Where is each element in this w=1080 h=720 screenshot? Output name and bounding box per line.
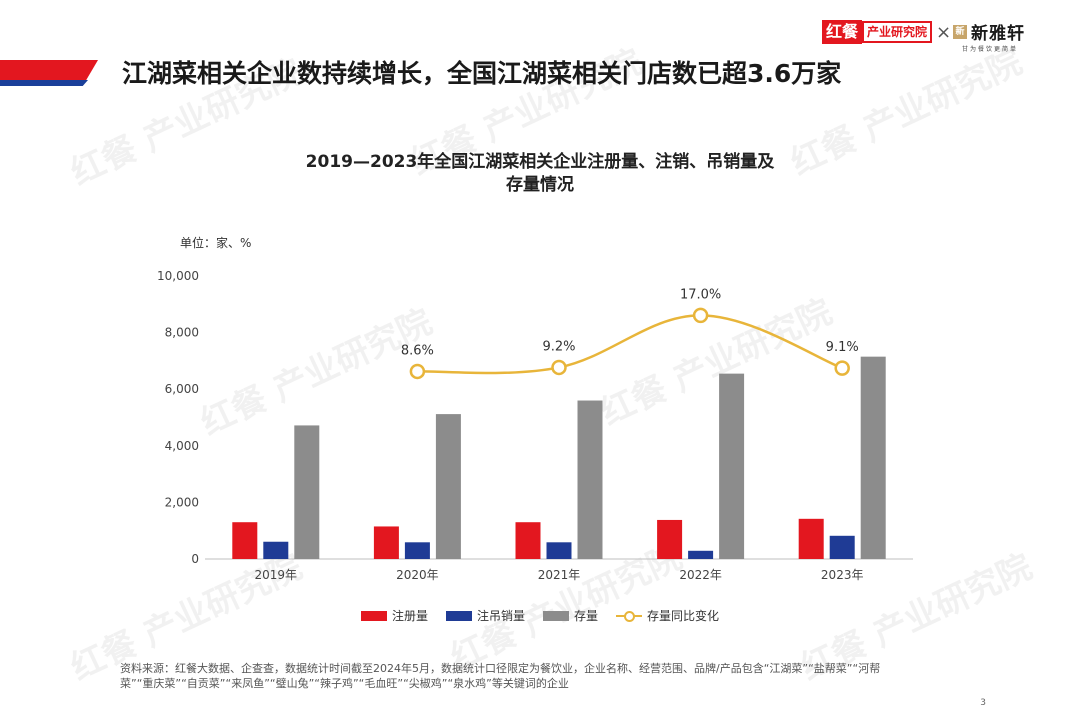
page-headline: 江湖菜相关企业数持续增长，全国江湖菜相关门店数已超3.6万家	[122, 59, 842, 88]
bar-registered	[515, 522, 541, 559]
bar-registered	[373, 526, 399, 559]
bar-registered	[657, 519, 683, 559]
bar-registered	[798, 518, 824, 559]
legend-item-stock: 存量	[543, 607, 598, 624]
legend-item-cancelled: 注吊销量	[445, 607, 525, 624]
bar-stock	[719, 373, 745, 559]
growth-point	[409, 363, 426, 380]
chart-title-line2: 存量情况	[506, 175, 574, 195]
xinyaxuan-name: 新雅轩	[971, 24, 1025, 44]
header-red-bar	[0, 60, 98, 80]
y-tick-label: 4,000	[165, 439, 199, 453]
xinyaxuan-tagline: 甘为餐饮更简单	[961, 46, 1018, 53]
chart-title-line1: 2019—2023年全国江湖菜相关企业注册量、注销、吊销量及	[305, 152, 775, 172]
x-tick-label: 2023年	[821, 568, 864, 582]
hongcan-logo: 红餐 产业研究院	[822, 20, 933, 44]
y-tick-label: 0	[191, 552, 199, 566]
hongcan-logo-main: 红餐	[822, 20, 863, 44]
growth-point	[692, 307, 709, 324]
y-tick-label: 6,000	[165, 382, 199, 396]
growth-point	[834, 360, 850, 376]
x-tick-label: 2021年	[538, 568, 581, 582]
bar-cancelled	[263, 541, 289, 559]
bar-cancelled	[546, 542, 572, 559]
x-tick-label: 2019年	[255, 568, 298, 582]
growth-data-label: 9.2%	[542, 339, 575, 354]
x-tick-label: 2020年	[396, 568, 439, 582]
growth-data-label: 9.1%	[826, 340, 859, 355]
source-note: 资料来源：红餐大数据、企查查，数据统计时间截至2024年5月，数据统计口径限定为…	[120, 662, 881, 690]
legend-swatch-registered	[360, 610, 387, 621]
bar-stock	[577, 400, 603, 559]
legend-label: 存量	[574, 609, 599, 623]
growth-data-label: 8.6%	[401, 343, 434, 358]
unit-label: 单位：家、%	[180, 236, 252, 250]
xinyaxuan-mark-icon: 新	[953, 24, 967, 39]
legend-label: 注吊销量	[476, 609, 525, 623]
legend-item-registered: 注册量	[360, 607, 428, 624]
legend-swatch-cancelled	[445, 610, 472, 621]
bar-cancelled	[688, 550, 714, 559]
header-blue-bar	[0, 80, 88, 86]
legend-swatch-stock	[543, 610, 569, 621]
bar-stock	[435, 414, 461, 559]
logo-separator: ×	[936, 22, 952, 43]
legend-line-marker-icon	[616, 610, 643, 622]
growth-line	[417, 314, 843, 375]
bar-stock	[294, 425, 320, 559]
legend-item-growth: 存量同比变化	[616, 607, 719, 624]
bar-stock	[860, 356, 886, 559]
growth-point	[551, 359, 567, 376]
chart-legend: 注册量 注吊销量 存量 存量同比变化	[0, 607, 1080, 624]
legend-label: 注册量	[391, 609, 428, 623]
bar-cancelled	[404, 542, 430, 559]
xinyaxuan-logo: 新 新雅轩 甘为餐饮更简单	[953, 19, 1025, 53]
legend-label: 存量同比变化	[647, 609, 720, 623]
growth-data-label: 17.0%	[680, 287, 721, 302]
y-tick-label: 2,000	[165, 495, 199, 509]
y-tick-label: 10,000	[157, 269, 199, 283]
page-number: 3	[980, 698, 986, 708]
bar-cancelled	[829, 535, 855, 559]
y-tick-label: 8,000	[165, 326, 199, 340]
x-tick-label: 2022年	[679, 568, 722, 582]
hongcan-logo-sub: 产业研究院	[862, 21, 933, 43]
bar-registered	[232, 522, 258, 559]
